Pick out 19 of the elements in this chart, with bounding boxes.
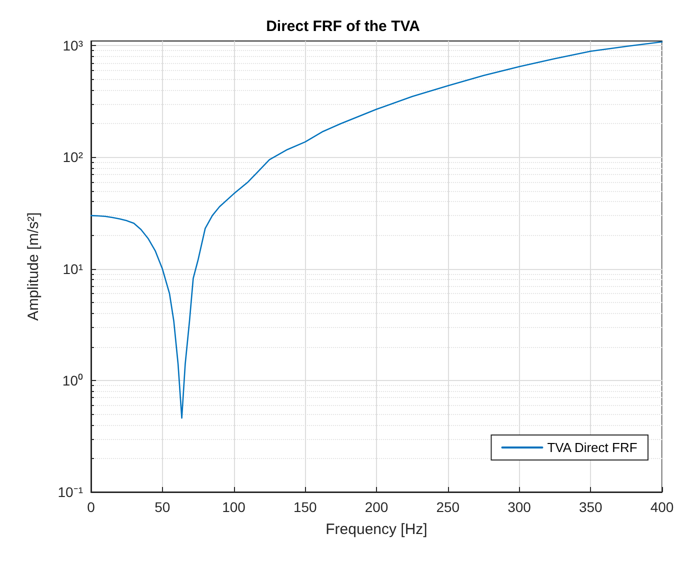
chart-title: Direct FRF of the TVA	[266, 18, 420, 35]
x-tick-label: 50	[154, 499, 170, 515]
y-tick-label: 10¹	[62, 260, 84, 277]
y-tick-label: 10²	[62, 149, 84, 166]
y-tick-label: 10⁻¹	[58, 484, 84, 500]
x-tick-label: 150	[293, 499, 318, 515]
x-tick-label: 350	[578, 499, 603, 515]
x-axis-title: Frequency [Hz]	[326, 521, 428, 538]
x-tick-label: 200	[364, 499, 388, 515]
y-axis-title: Amplitude [m/s²]	[25, 212, 42, 321]
x-tick-label: 300	[508, 499, 532, 515]
y-tick-label: 10⁰	[62, 372, 83, 388]
line-series	[90, 41, 663, 419]
y-tick-label: 10³	[62, 38, 84, 54]
legend-label: TVA Direct FRF	[547, 440, 638, 455]
x-tick-label: 250	[436, 499, 460, 515]
x-tick-label: 400	[650, 499, 674, 515]
x-tick-label: 0	[87, 499, 96, 515]
x-tick-label: 100	[222, 499, 246, 515]
